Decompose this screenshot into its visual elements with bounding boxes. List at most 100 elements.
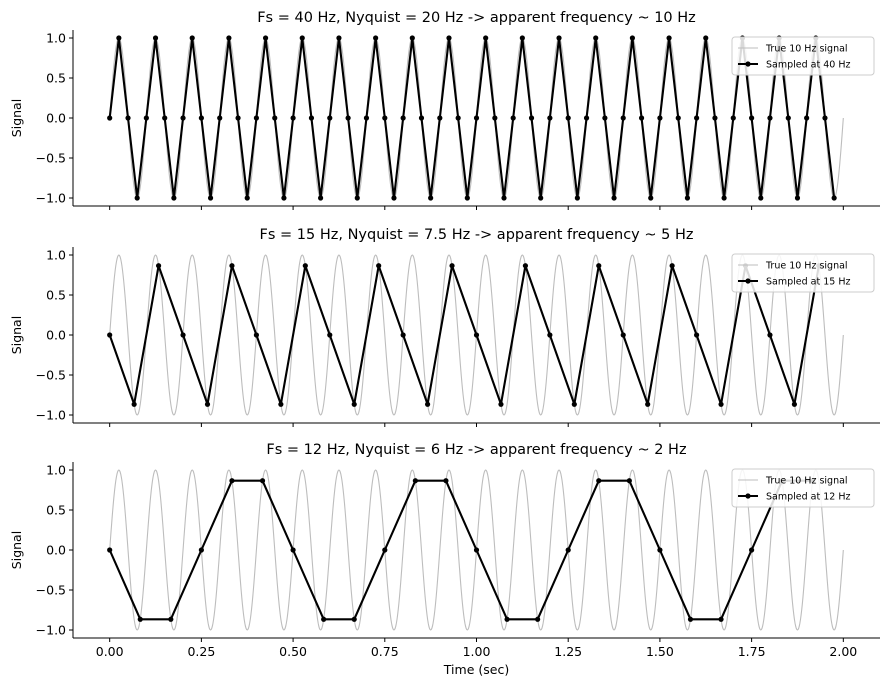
sample-point [596, 263, 602, 269]
sample-point [574, 195, 580, 201]
sample-point [638, 115, 645, 121]
sample-point [611, 195, 617, 201]
x-tick-label: 1.50 [646, 644, 674, 659]
sample-point [547, 115, 553, 121]
sample-point [351, 616, 357, 622]
legend-marker-sampled [745, 61, 751, 67]
y-tick-label: 0.5 [46, 288, 66, 303]
sample-point [547, 332, 553, 338]
sample-point [143, 115, 149, 121]
sample-point [409, 35, 415, 41]
sample-point [198, 115, 204, 121]
sample-point [693, 332, 700, 338]
sampled-signal-line [108, 479, 813, 621]
sample-point [785, 115, 791, 121]
sample-point [449, 263, 455, 269]
sample-point [198, 547, 204, 553]
sample-point [629, 35, 635, 41]
sample-point [207, 195, 214, 201]
sample-point [565, 115, 571, 121]
sample-point [556, 35, 562, 41]
sample-point [354, 195, 360, 201]
sample-point [351, 401, 357, 407]
sample-point [400, 115, 406, 121]
sample-point [162, 115, 168, 121]
legend: True 10 Hz signal Sampled at 12 Hz [731, 468, 875, 508]
sample-point [464, 195, 470, 201]
sample-point [412, 478, 418, 484]
sample-point [259, 478, 266, 484]
x-axis-label: Time (sec) [443, 662, 509, 677]
sampled-signal-line [108, 264, 820, 406]
sample-point [593, 35, 599, 41]
sample-point [620, 332, 626, 338]
sample-point [535, 616, 541, 622]
sample-point [669, 263, 675, 269]
sample-point [510, 115, 516, 121]
legend-label-sampled: Sampled at 15 Hz [766, 277, 850, 288]
y-tick-label: 1.0 [46, 31, 66, 46]
sample-point [189, 35, 195, 41]
sample-point [281, 195, 287, 201]
sample-point [171, 195, 177, 201]
chart-title: Fs = 12 Hz, Nyquist = 6 Hz -> apparent f… [266, 442, 686, 458]
sample-point [693, 115, 700, 121]
sample-point [473, 115, 480, 121]
sample-point [657, 115, 663, 121]
sample-point [473, 332, 480, 338]
sample-point [620, 115, 626, 121]
legend-marker-sampled [745, 493, 751, 499]
legend-box [731, 468, 875, 508]
sample-point [373, 35, 379, 41]
sample-point [168, 616, 174, 622]
sample-point [299, 35, 305, 41]
legend-label-true: True 10 Hz signal [765, 44, 848, 55]
sample-point [180, 332, 186, 338]
sample-point [721, 195, 727, 201]
sample-point [666, 35, 672, 41]
sample-point [501, 195, 507, 201]
legend-marker-sampled [745, 278, 751, 284]
sample-point [443, 478, 449, 484]
sample-point [229, 478, 235, 484]
legend-box [731, 36, 875, 76]
sample-point [327, 115, 333, 121]
sample-point [116, 35, 122, 41]
sample-point [107, 115, 113, 121]
y-tick-label: −1.0 [36, 408, 66, 423]
sample-point [418, 115, 425, 121]
sample-point [583, 115, 590, 121]
sample-point [226, 35, 232, 41]
y-tick-label: −0.5 [36, 368, 66, 383]
y-tick-label: 1.0 [46, 463, 66, 478]
sample-point [455, 115, 461, 121]
sample-point [290, 115, 296, 121]
legend-label-sampled: Sampled at 40 Hz [766, 60, 850, 71]
sample-point [318, 195, 324, 201]
sample-point [107, 332, 113, 338]
sample-point [107, 547, 113, 553]
sample-point [483, 35, 489, 41]
sample-point [137, 616, 143, 622]
sample-point [244, 195, 250, 201]
sample-point [336, 35, 342, 41]
sample-point [767, 115, 773, 121]
legend-label-sampled: Sampled at 12 Hz [766, 492, 850, 503]
sample-point [253, 332, 260, 338]
sample-point [473, 547, 480, 553]
sample-point [498, 401, 504, 407]
y-tick-label: −0.5 [36, 583, 66, 598]
sample-point [528, 115, 535, 121]
sample-point [235, 115, 241, 121]
y-tick-label: −0.5 [36, 151, 66, 166]
y-tick-label: 0.5 [46, 71, 66, 86]
legend: True 10 Hz signal Sampled at 40 Hz [731, 36, 875, 76]
legend-label-true: True 10 Hz signal [765, 261, 848, 272]
x-tick-label: 0.00 [96, 644, 124, 659]
x-tick-label: 2.00 [829, 644, 857, 659]
sample-point [125, 115, 131, 121]
legend-box [731, 253, 875, 293]
x-tick-label: 1.00 [463, 644, 491, 659]
x-tick-label: 1.25 [554, 644, 582, 659]
